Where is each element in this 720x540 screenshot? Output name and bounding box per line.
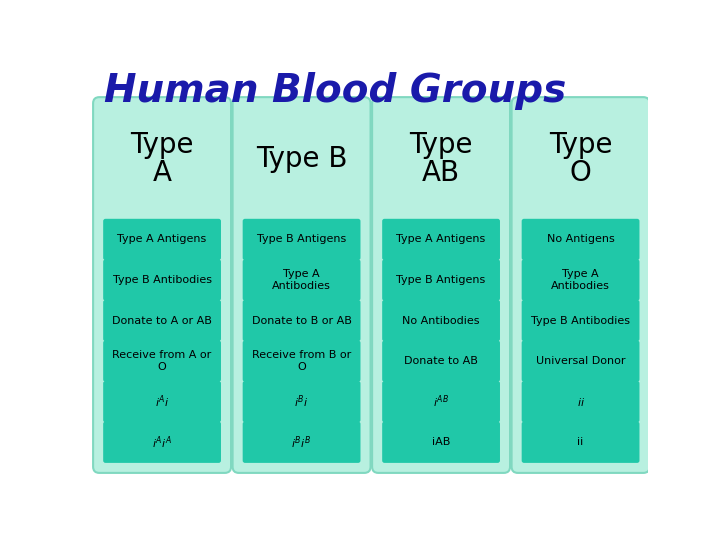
FancyBboxPatch shape — [243, 381, 361, 422]
Text: Type
O: Type O — [549, 131, 612, 187]
Text: Donate to A or AB: Donate to A or AB — [112, 315, 212, 326]
FancyBboxPatch shape — [103, 381, 221, 422]
Text: Donate to AB: Donate to AB — [404, 356, 478, 366]
Text: No Antigens: No Antigens — [546, 234, 614, 245]
FancyBboxPatch shape — [243, 259, 361, 301]
FancyBboxPatch shape — [382, 300, 500, 341]
Text: Type B Antibodies: Type B Antibodies — [112, 275, 212, 285]
Text: Type B Antigens: Type B Antigens — [397, 275, 486, 285]
Text: $i^{AB}$: $i^{AB}$ — [433, 393, 449, 410]
FancyBboxPatch shape — [243, 300, 361, 341]
Text: $i^Bi$: $i^Bi$ — [294, 393, 309, 410]
FancyBboxPatch shape — [103, 219, 221, 260]
Text: Donate to B or AB: Donate to B or AB — [251, 315, 351, 326]
FancyBboxPatch shape — [512, 97, 649, 473]
Text: $i^Bi^B$: $i^Bi^B$ — [292, 434, 312, 450]
FancyBboxPatch shape — [372, 97, 510, 473]
FancyBboxPatch shape — [233, 97, 371, 473]
FancyBboxPatch shape — [382, 422, 500, 463]
Text: Type A
Antibodies: Type A Antibodies — [551, 269, 610, 291]
FancyBboxPatch shape — [243, 340, 361, 382]
Text: Human Blood Groups: Human Blood Groups — [104, 72, 566, 111]
Text: No Antibodies: No Antibodies — [402, 315, 480, 326]
FancyBboxPatch shape — [522, 422, 639, 463]
FancyBboxPatch shape — [522, 219, 639, 260]
Text: Receive from B or
O: Receive from B or O — [252, 350, 351, 372]
FancyBboxPatch shape — [103, 340, 221, 382]
Text: Type B: Type B — [256, 145, 347, 173]
Text: $i^Ai$: $i^Ai$ — [155, 393, 169, 410]
FancyBboxPatch shape — [243, 422, 361, 463]
Text: Type
A: Type A — [130, 131, 194, 187]
FancyBboxPatch shape — [382, 381, 500, 422]
Text: iAB: iAB — [432, 437, 450, 447]
FancyBboxPatch shape — [243, 219, 361, 260]
FancyBboxPatch shape — [522, 381, 639, 422]
Text: Type
AB: Type AB — [410, 131, 473, 187]
Text: Type A Antigens: Type A Antigens — [117, 234, 207, 245]
FancyBboxPatch shape — [93, 97, 231, 473]
Text: Receive from A or
O: Receive from A or O — [112, 350, 212, 372]
FancyBboxPatch shape — [382, 340, 500, 382]
FancyBboxPatch shape — [103, 422, 221, 463]
FancyBboxPatch shape — [103, 300, 221, 341]
Text: Type A Antigens: Type A Antigens — [397, 234, 486, 245]
FancyBboxPatch shape — [382, 219, 500, 260]
FancyBboxPatch shape — [522, 340, 639, 382]
FancyBboxPatch shape — [382, 259, 500, 301]
Text: ii: ii — [577, 437, 584, 447]
Text: $i^Ai^A$: $i^Ai^A$ — [152, 434, 172, 450]
FancyBboxPatch shape — [522, 300, 639, 341]
Text: Universal Donor: Universal Donor — [536, 356, 626, 366]
Text: Type B Antigens: Type B Antigens — [257, 234, 346, 245]
Text: Type B Antibodies: Type B Antibodies — [531, 315, 630, 326]
FancyBboxPatch shape — [522, 259, 639, 301]
Text: $ii$: $ii$ — [577, 396, 585, 408]
Text: Type A
Antibodies: Type A Antibodies — [272, 269, 331, 291]
FancyBboxPatch shape — [103, 259, 221, 301]
